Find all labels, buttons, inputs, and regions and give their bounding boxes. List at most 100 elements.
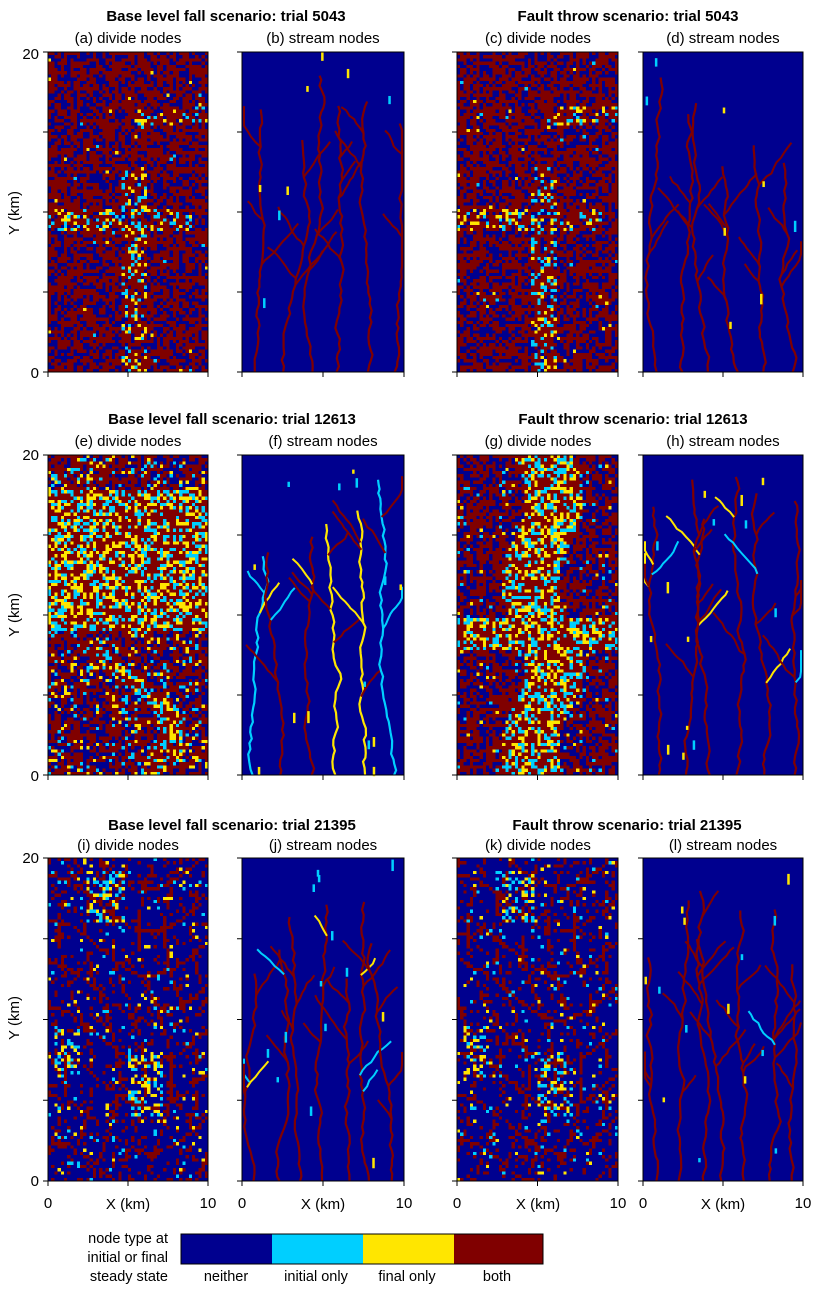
- stream-tributary: [277, 206, 305, 247]
- stream-change-node: [703, 490, 707, 498]
- stream-change-node: [683, 917, 686, 925]
- subtitle-j: (j) stream nodes: [269, 837, 377, 854]
- legend-swatch-both: [454, 1234, 543, 1264]
- stream-change-node: [666, 744, 670, 755]
- stream-channel: [695, 938, 712, 1182]
- stream-change-node: [292, 712, 296, 724]
- stream-tributary: [669, 175, 691, 204]
- subtitle-k: (k) divide nodes: [485, 837, 591, 854]
- stream-tributary: [246, 1060, 270, 1088]
- stream-change-node: [258, 184, 262, 193]
- map-panel-l: [638, 857, 804, 1186]
- stream-channel: [721, 166, 739, 373]
- subtitle-l: (l) stream nodes: [669, 837, 777, 854]
- stream-tributary: [723, 172, 758, 216]
- stream-tributary: [644, 541, 655, 565]
- stream-tributary: [684, 940, 704, 968]
- stream-change-node: [744, 520, 748, 529]
- stream-tributary: [265, 1034, 289, 1063]
- stream-tributary: [267, 246, 297, 279]
- stream-tributary: [291, 571, 313, 596]
- stream-tributary: [331, 510, 363, 551]
- legend-swatch-initial-only: [272, 1234, 363, 1264]
- x-tick-0-l: 0: [639, 1195, 647, 1212]
- stream-tributary: [341, 939, 371, 971]
- subtitle-b: (b) stream nodes: [266, 30, 379, 47]
- stream-tributary: [338, 160, 357, 186]
- stream-tributary: [676, 210, 693, 229]
- stream-tributary: [697, 583, 714, 604]
- stream-change-node: [309, 1106, 313, 1116]
- stream-tributary: [333, 616, 362, 644]
- stream-channel: [253, 109, 266, 373]
- stream-change-node: [324, 1023, 327, 1032]
- stream-channel: [334, 105, 345, 373]
- title-row2-right: Fault throw scenario: trial 12613: [518, 411, 747, 428]
- x-axis-label-j: X (km): [301, 1196, 345, 1213]
- legend-title-line-2: initial or final: [87, 1250, 168, 1266]
- map-panel-c: [452, 51, 619, 377]
- stream-tributary: [246, 570, 266, 594]
- stream-tributary: [338, 141, 353, 159]
- stream-tributary: [775, 1062, 794, 1089]
- stream-tributary: [255, 959, 281, 996]
- x-tick-0-j: 0: [238, 1195, 246, 1212]
- divide-raster: [457, 52, 618, 372]
- stream-channel: [366, 942, 395, 1182]
- stream-tributary: [308, 231, 338, 272]
- stream-change-node: [312, 884, 315, 892]
- stream-channel: [263, 552, 285, 776]
- stream-change-node: [317, 874, 321, 883]
- stream-change-node: [391, 859, 394, 872]
- stream-tributary: [696, 254, 714, 282]
- stream-channel: [303, 536, 316, 776]
- stream-background: [643, 52, 803, 372]
- stream-tributary: [701, 890, 720, 918]
- subtitle-a: (a) divide nodes: [75, 30, 182, 47]
- stream-tributary: [698, 946, 735, 985]
- stream-tributary: [665, 643, 695, 678]
- stream-tributary: [712, 611, 746, 655]
- stream-background: [643, 455, 803, 775]
- stream-tributary: [743, 263, 760, 282]
- stream-change-node: [306, 85, 309, 92]
- stream-tributary: [310, 585, 332, 610]
- stream-change-node: [286, 186, 289, 196]
- stream-tributary: [651, 540, 680, 576]
- stream-tributary: [696, 176, 724, 210]
- stream-tributary: [742, 1043, 756, 1064]
- stream-tributary: [302, 1022, 322, 1044]
- stream-change-node: [381, 1012, 385, 1022]
- title-row3-right: Fault throw scenario: trial 21395: [512, 817, 741, 834]
- divide-raster: [48, 455, 208, 775]
- title-row1-right: Fault throw scenario: trial 5043: [518, 8, 739, 25]
- legend-label-both: both: [483, 1269, 511, 1285]
- stream-tributary: [313, 914, 328, 937]
- stream-tributary: [314, 994, 348, 1041]
- stream-tributary: [362, 518, 387, 554]
- stream-change-node: [266, 1048, 270, 1058]
- stream-tributary: [647, 220, 669, 257]
- stream-tributary: [380, 476, 403, 518]
- stream-change-node: [287, 481, 290, 487]
- stream-background: [242, 858, 404, 1181]
- stream-tributary: [362, 949, 392, 987]
- x-axis-label-l: X (km): [701, 1196, 745, 1213]
- stream-tributary: [291, 558, 314, 585]
- stream-change-node: [656, 541, 659, 551]
- stream-tributary: [794, 650, 802, 684]
- legend-title-line-3: steady state: [90, 1269, 168, 1285]
- map-panel-b: [237, 51, 405, 377]
- stream-tributary: [747, 1010, 776, 1046]
- stream-tributary: [260, 222, 300, 266]
- stream-change-node: [399, 584, 402, 591]
- stream-channel: [358, 901, 371, 1182]
- stream-tributary: [247, 200, 264, 221]
- stream-tributary: [288, 577, 311, 603]
- stream-change-node: [682, 752, 685, 760]
- stream-change-node: [388, 95, 391, 105]
- stream-change-node: [662, 1097, 666, 1103]
- stream-change-node: [723, 227, 726, 236]
- stream-tributary: [340, 106, 365, 134]
- title-row1-left: Base level fall scenario: trial 5043: [106, 8, 345, 25]
